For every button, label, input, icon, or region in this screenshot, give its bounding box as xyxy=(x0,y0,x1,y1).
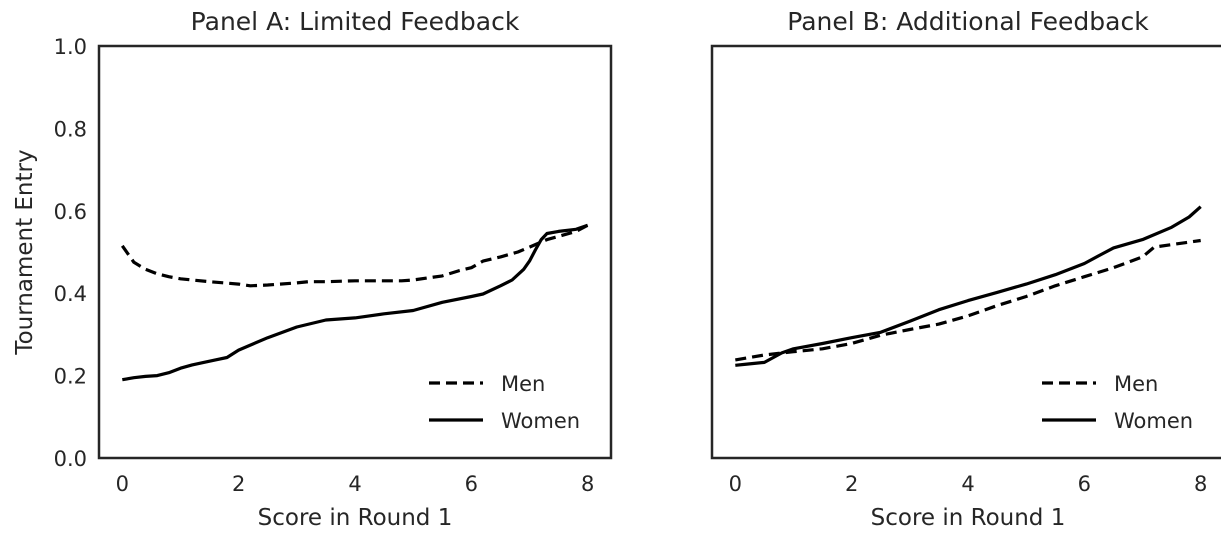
plot-frame xyxy=(97,44,613,460)
x-axis-label: Score in Round 1 xyxy=(258,505,453,531)
legend: Men Women xyxy=(1042,372,1193,433)
panel-b: Panel B: Additional Feedback 0 2 4 6 8 Score i… xyxy=(710,7,1221,531)
x-tick-label: 8 xyxy=(1194,472,1207,496)
y-axis-label: Tournament Entry xyxy=(12,149,38,355)
x-tick-label: 4 xyxy=(961,472,974,496)
legend-label-men: Men xyxy=(501,372,545,396)
x-tick-label: 2 xyxy=(232,472,245,496)
legend-label-women: Women xyxy=(1114,409,1193,433)
x-axis-label: Score in Round 1 xyxy=(871,505,1066,531)
y-tick-label: 0.6 xyxy=(54,200,87,224)
panel-title: Panel B: Additional Feedback xyxy=(787,7,1149,36)
x-tick-label: 6 xyxy=(1078,472,1091,496)
x-tick-label: 6 xyxy=(465,472,478,496)
legend-label-women: Women xyxy=(501,409,580,433)
y-tick-label: 0.2 xyxy=(54,365,87,389)
legend: Men Women xyxy=(429,372,580,433)
legend-label-men: Men xyxy=(1114,372,1158,396)
panel-a: Panel A: Limited Feedback 0 2 4 6 8 0.0 0.2 0.4 0… xyxy=(12,7,613,531)
x-tick-label: 8 xyxy=(581,472,594,496)
x-tick-label: 0 xyxy=(116,472,129,496)
x-tick-label: 4 xyxy=(348,472,361,496)
plot-frame xyxy=(710,44,1221,460)
x-tick-label: 0 xyxy=(729,472,742,496)
series-line-women xyxy=(735,205,1202,367)
panel-title: Panel A: Limited Feedback xyxy=(191,7,520,36)
y-tick-label: 1.0 xyxy=(54,35,87,59)
series-line-women xyxy=(122,223,589,382)
y-tick-label: 0.8 xyxy=(54,117,87,141)
y-tick-label: 0.0 xyxy=(54,447,87,471)
y-tick-label: 0.4 xyxy=(54,282,87,306)
series-line-men xyxy=(120,223,589,288)
x-tick-label: 2 xyxy=(845,472,858,496)
